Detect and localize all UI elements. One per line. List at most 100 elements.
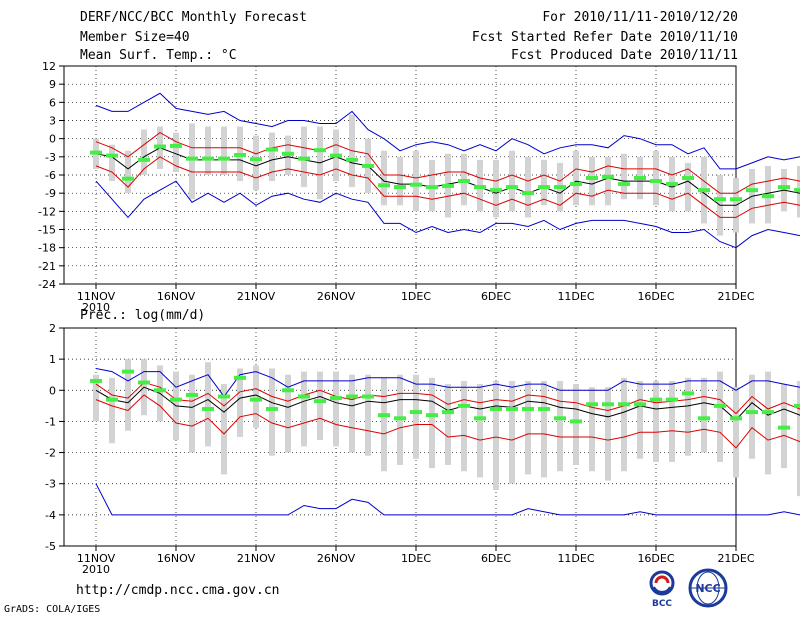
forecast-start-date: Fcst Started Refer Date 2010/11/10 (471, 30, 738, 45)
prec-y-tick-label: 0 (49, 384, 56, 397)
temp-observed-marker (586, 176, 598, 181)
temp-observed-marker (394, 185, 406, 190)
temp-observed-marker (442, 183, 454, 188)
prec-observed-marker (458, 403, 470, 408)
prec-spread-box (685, 377, 691, 456)
prec-envelope-min-line (95, 483, 800, 516)
prec-spread-box (333, 371, 339, 447)
prec-spread-box (237, 368, 243, 437)
temp-observed-marker (682, 176, 694, 181)
temp-observed-marker (762, 194, 774, 199)
prec-spread-box (589, 387, 595, 472)
source-url[interactable]: http://cmdp.ncc.cma.gov.cn (76, 583, 280, 598)
bcc-logo-icon: BCC (649, 570, 675, 608)
temp-x-year-label: 2010 (82, 301, 110, 314)
prec-x-tick-label: 16NOV (157, 552, 196, 565)
temp-spread-box (509, 150, 515, 212)
temp-observed-marker (202, 156, 214, 161)
temp-observed-marker (618, 182, 630, 187)
prec-observed-marker (138, 380, 150, 385)
temp-panel: 12 9 6 3 0 -3 -6 -9 -12 -15 -18 -21 -24 11NOV 16NOV 21N… (38, 60, 800, 314)
prec-observed-marker (554, 416, 566, 421)
temp-observed-marker (634, 176, 646, 181)
temp-observed-marker (474, 185, 486, 190)
temp-x-tick-label: 26NOV (317, 290, 356, 303)
prec-observed-marker (442, 410, 454, 415)
prec-spread-box (797, 380, 800, 497)
prec-observed-marker (794, 403, 800, 408)
prec-observed-marker (330, 396, 342, 401)
temp-spread-box (589, 156, 595, 206)
temp-observed-marker (698, 188, 710, 193)
temp-upper-spread-line (95, 132, 800, 194)
prec-observed-marker (730, 416, 742, 421)
prec-observed-marker (282, 388, 294, 393)
prec-y-tick-label: -4 (45, 509, 56, 522)
temp-spread-box (173, 132, 179, 172)
temp-observed-marker (330, 153, 342, 158)
prec-observed-marker (618, 402, 630, 407)
prec-observed-marker (474, 416, 486, 421)
prec-spread-box (573, 384, 579, 466)
temp-spread-box (253, 135, 259, 191)
temp-spread-box (125, 150, 131, 194)
prec-spread-box (253, 365, 259, 428)
forecast-produced-date: Fcst Produced Date 2010/11/11 (511, 48, 738, 63)
prec-spread-box (621, 377, 627, 472)
temp-observed-marker (234, 153, 246, 158)
prec-observed-marker (362, 394, 374, 399)
prec-observed-marker (762, 410, 774, 415)
chart-title: DERF/NCC/BCC Monthly Forecast (80, 10, 307, 25)
temp-observed-marker (506, 185, 518, 190)
prec-observed-marker (106, 397, 118, 402)
temp-spread-box (397, 156, 403, 206)
temp-x-tick-label: 11NOV (77, 290, 116, 303)
temp-spread-box (413, 150, 419, 212)
temp-x-tick-label: 1DEC (401, 290, 431, 303)
prec-spread-box (605, 387, 611, 481)
temp-spread-box (621, 153, 627, 200)
prec-observed-marker (682, 391, 694, 396)
prec-y-tick-label: -2 (45, 447, 56, 460)
forecast-period: For 2010/11/11-2010/12/20 (542, 10, 738, 25)
prec-spread-box (653, 380, 659, 462)
ncc-logo-icon: NCC (688, 568, 728, 608)
temp-spread-box (541, 159, 547, 206)
temp-observed-marker (250, 157, 262, 162)
prec-observed-marker (250, 397, 262, 402)
temp-spread-box (525, 156, 531, 218)
temp-observed-marker (794, 188, 800, 193)
prec-observed-marker (346, 394, 358, 399)
prec-observed-marker (778, 425, 790, 430)
temp-observed-marker (298, 156, 310, 161)
variable-label: Mean Surf. Temp.: °C (80, 48, 237, 63)
temp-y-tick-label: 9 (49, 78, 56, 91)
temp-observed-marker (538, 185, 550, 190)
temp-observed-marker (522, 191, 534, 196)
prec-observed-marker (202, 406, 214, 411)
temp-x-tick-label: 21DEC (717, 290, 754, 303)
temp-observed-marker (602, 174, 614, 179)
temp-x-tick-label: 6DEC (481, 290, 511, 303)
temp-observed-marker (490, 188, 502, 193)
prec-observed-marker (266, 406, 278, 411)
prec-x-tick-label: 1DEC (401, 552, 431, 565)
temp-observed-marker (90, 150, 102, 155)
temp-observed-marker (106, 153, 118, 158)
prec-y-tick-label: -5 (45, 540, 56, 553)
prec-envelope-max-line (95, 368, 800, 398)
prec-observed-marker (186, 392, 198, 397)
temp-y-tick-label: -6 (45, 169, 56, 182)
prec-spread-box (637, 380, 643, 459)
temp-x-tick-label: 16DEC (637, 290, 674, 303)
temp-spread-box (221, 126, 227, 175)
temp-observed-marker (410, 182, 422, 187)
prec-spread-box (413, 374, 419, 459)
temp-observed-marker (746, 188, 758, 193)
temp-x-tick-label: 16NOV (157, 290, 196, 303)
temp-observed-marker (314, 148, 326, 153)
temp-y-tick-label: -21 (38, 260, 56, 273)
temp-observed-marker (346, 157, 358, 162)
